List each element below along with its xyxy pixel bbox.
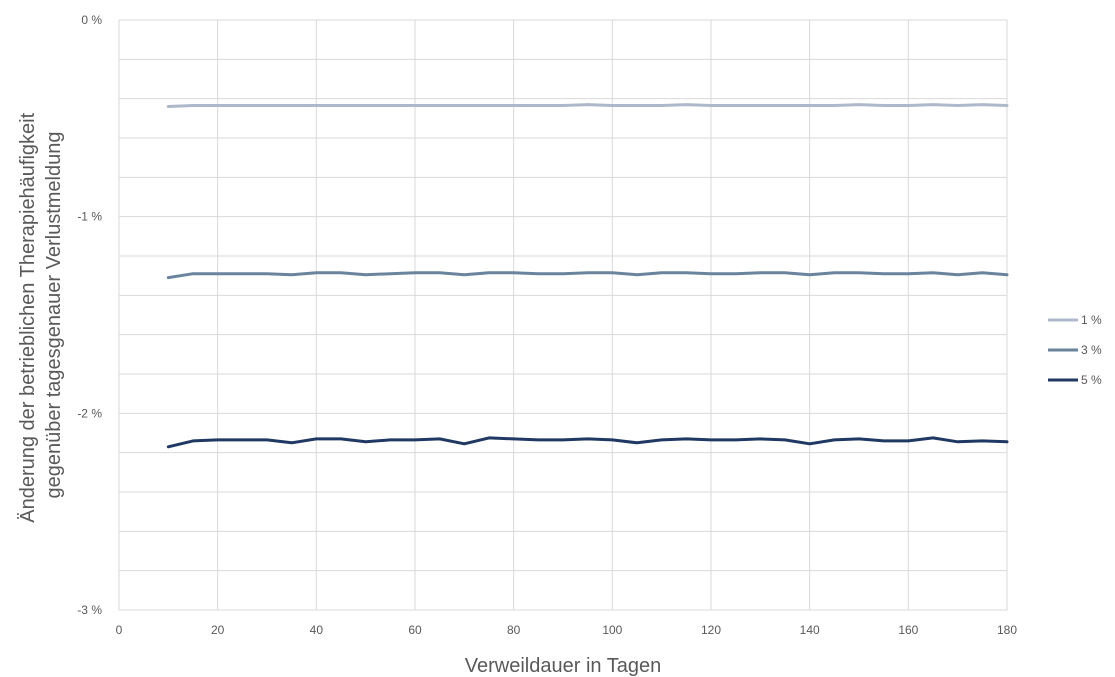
series-lines [166,103,1009,449]
y-axis-title: Änderung der betrieblichen Therapiehäufi… [17,107,65,522]
series-line-3 [166,436,1009,449]
y-tick-label: -2 % [77,406,102,420]
x-tick-label: 20 [211,623,225,637]
x-tick-label: 60 [408,623,422,637]
series-line-2 [166,271,1009,280]
y-tick-label: -1 % [77,210,102,224]
x-axis-ticks: 0 20 40 60 80 100 120 140 160 180 [116,623,1018,637]
x-axis-title: Verweildauer in Tagen [465,655,661,677]
y-axis-title-line-1: Änderung der betrieblichen Therapiehäufi… [17,112,39,522]
x-tick-label: 180 [997,623,1017,637]
legend: 1 % 3 % 5 % [1048,313,1102,387]
legend-label-3: 5 % [1081,373,1102,387]
series-line-1 [166,103,1009,108]
x-tick-label: 100 [602,623,622,637]
x-tick-label: 160 [898,623,918,637]
y-tick-label: 0 % [81,13,102,27]
x-tick-label: 140 [800,623,820,637]
y-tick-label: -3 % [77,603,102,617]
y-axis-ticks: 0 % -1 % -2 % -3 % [77,13,102,617]
x-tick-label: 0 [116,623,123,637]
plot-area [119,20,1007,610]
legend-label-2: 3 % [1081,343,1102,357]
x-tick-label: 80 [507,623,521,637]
y-axis-title-line-2: gegenüber tagesgenauer Verlustmeldung [43,132,65,499]
x-tick-label: 40 [310,623,324,637]
grid [118,19,1008,611]
x-tick-label: 120 [701,623,721,637]
legend-label-1: 1 % [1081,313,1102,327]
